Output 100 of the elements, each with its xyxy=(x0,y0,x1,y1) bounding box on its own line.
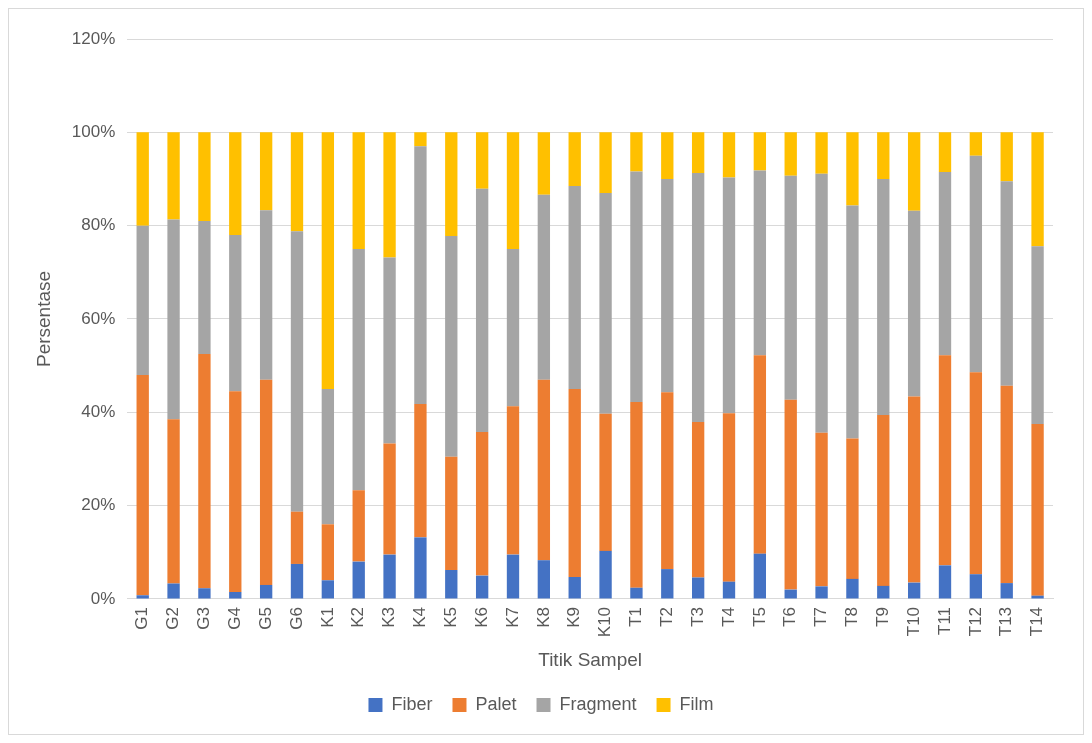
bar xyxy=(938,355,952,566)
x-tick-label: T12 xyxy=(965,606,985,637)
bar xyxy=(198,132,211,221)
bar xyxy=(568,132,581,186)
bar xyxy=(846,205,859,439)
bar xyxy=(907,396,921,583)
bar xyxy=(1000,181,1013,386)
x-tick-label: G1 xyxy=(132,606,152,630)
x-tick-label: T7 xyxy=(811,606,831,627)
bar xyxy=(198,220,211,354)
bar xyxy=(969,132,983,156)
bar xyxy=(475,132,489,189)
bar xyxy=(753,132,767,171)
bar xyxy=(167,419,180,584)
bar xyxy=(753,170,767,356)
x-tick-label: K5 xyxy=(440,606,460,628)
bar xyxy=(691,172,705,423)
bar xyxy=(722,132,736,178)
bar xyxy=(136,132,149,226)
x-tick-label: T8 xyxy=(842,606,862,627)
bar xyxy=(229,132,242,235)
bar xyxy=(414,132,427,147)
bar xyxy=(475,188,489,432)
bar xyxy=(321,132,335,389)
bar xyxy=(167,219,180,420)
x-tick-label: K6 xyxy=(471,606,491,628)
bar xyxy=(969,155,983,373)
bar xyxy=(506,554,520,599)
bar xyxy=(907,582,921,599)
y-tick-label: 0% xyxy=(90,588,116,608)
bar xyxy=(414,403,427,538)
bar xyxy=(661,569,674,599)
bar xyxy=(753,553,767,599)
bar xyxy=(907,210,921,397)
bar xyxy=(136,225,149,375)
bar xyxy=(784,399,797,590)
bar xyxy=(537,560,551,599)
bar xyxy=(846,578,859,599)
bar xyxy=(815,432,828,587)
x-tick-label: K2 xyxy=(348,606,368,628)
bar xyxy=(290,132,304,232)
bar xyxy=(568,185,581,389)
y-tick-label: 100% xyxy=(71,122,116,142)
x-tick-label: T3 xyxy=(687,606,707,627)
bar xyxy=(630,587,643,599)
x-tick-label: T13 xyxy=(996,606,1016,637)
bar xyxy=(846,438,859,579)
bar xyxy=(877,132,890,179)
bar xyxy=(506,406,520,555)
bar xyxy=(1031,246,1044,424)
x-tick-label: T2 xyxy=(656,606,676,627)
bar xyxy=(352,132,365,249)
x-tick-label: G6 xyxy=(286,606,306,630)
bar xyxy=(321,388,335,525)
x-tick-label: K3 xyxy=(379,606,399,628)
bar xyxy=(445,132,458,236)
x-tick-label: T10 xyxy=(903,606,923,637)
bar xyxy=(815,132,828,174)
x-tick-label: G5 xyxy=(255,606,275,630)
bar xyxy=(445,456,458,571)
bar xyxy=(445,570,458,599)
bar xyxy=(815,586,828,599)
bar xyxy=(630,132,643,172)
bar xyxy=(1000,132,1013,182)
bar xyxy=(198,353,211,589)
bar xyxy=(259,210,273,380)
bar xyxy=(290,231,304,512)
legend-label: Fragment xyxy=(559,693,637,714)
bar xyxy=(938,171,952,356)
x-axis-title: Titik Sampel xyxy=(538,648,643,670)
x-tick-label: K9 xyxy=(564,606,584,628)
bar xyxy=(969,574,983,599)
y-axis-title: Persentase xyxy=(32,270,54,368)
x-tick-label: K1 xyxy=(317,606,337,628)
x-tick-label: K7 xyxy=(502,606,522,628)
bar xyxy=(784,132,797,176)
legend-label: Fiber xyxy=(391,693,433,714)
bar xyxy=(321,524,335,581)
y-tick-label: 40% xyxy=(81,401,116,421)
bar xyxy=(815,173,828,433)
bar xyxy=(907,132,921,211)
bar xyxy=(290,511,304,564)
bar xyxy=(259,584,273,599)
bar xyxy=(352,561,365,599)
bar xyxy=(691,132,705,173)
y-tick-label: 80% xyxy=(81,215,116,235)
bar xyxy=(383,257,396,444)
bar xyxy=(938,132,952,172)
y-tick-label: 20% xyxy=(81,495,116,515)
bar xyxy=(846,132,859,206)
x-tick-label: T9 xyxy=(872,606,892,627)
bar xyxy=(630,171,643,403)
bar xyxy=(383,554,396,599)
x-tick-label: T6 xyxy=(780,606,800,627)
bar xyxy=(537,379,551,561)
bar xyxy=(661,392,674,570)
bar xyxy=(537,194,551,380)
bar xyxy=(661,132,674,179)
x-tick-label: K8 xyxy=(533,606,553,628)
bar xyxy=(722,413,736,582)
